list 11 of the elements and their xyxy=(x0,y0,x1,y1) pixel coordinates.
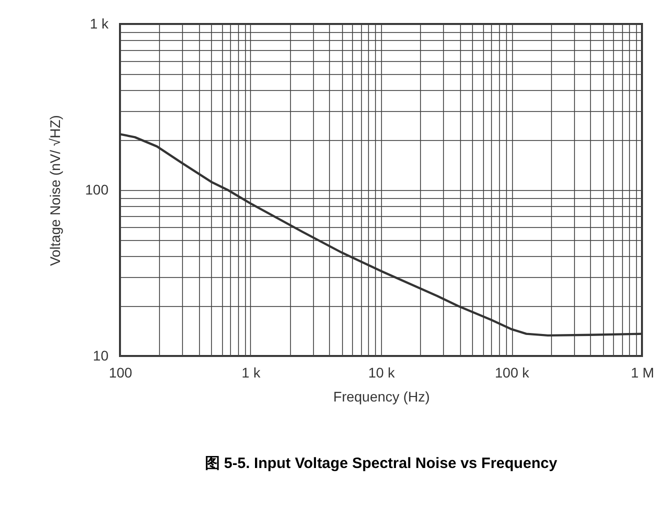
x-tick-label: 100 xyxy=(108,364,132,380)
y-tick-label: 10 xyxy=(92,348,109,364)
x-tick-label: 1 M xyxy=(630,364,654,380)
y-tick-label: 1 k xyxy=(90,16,110,32)
x-tick-label: 100 k xyxy=(494,364,530,380)
text: 图 5-5. Input Voltage Spectral Noise vs Frequency xyxy=(204,455,558,472)
x-axis-title: Frequency (Hz) xyxy=(333,388,430,404)
x-tick-label: 1 k xyxy=(242,364,262,380)
y-tick-label: 100 xyxy=(85,182,109,198)
y-axis-title: Voltage Noise (nV/ √HZ) xyxy=(47,115,64,266)
x-tick-label: 10 k xyxy=(368,364,396,380)
